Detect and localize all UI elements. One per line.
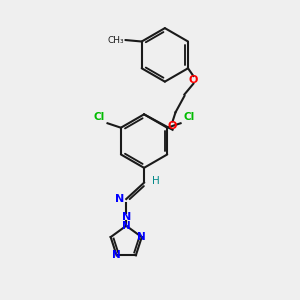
Text: O: O — [189, 75, 198, 85]
Text: N: N — [115, 194, 124, 204]
Text: N: N — [137, 232, 146, 242]
Text: N: N — [122, 212, 131, 222]
Text: CH₃: CH₃ — [107, 35, 124, 44]
Text: N: N — [112, 250, 121, 260]
Text: Cl: Cl — [93, 112, 104, 122]
Text: H: H — [152, 176, 160, 186]
Text: Cl: Cl — [184, 112, 195, 122]
Text: N: N — [122, 221, 130, 231]
Text: O: O — [168, 121, 177, 130]
